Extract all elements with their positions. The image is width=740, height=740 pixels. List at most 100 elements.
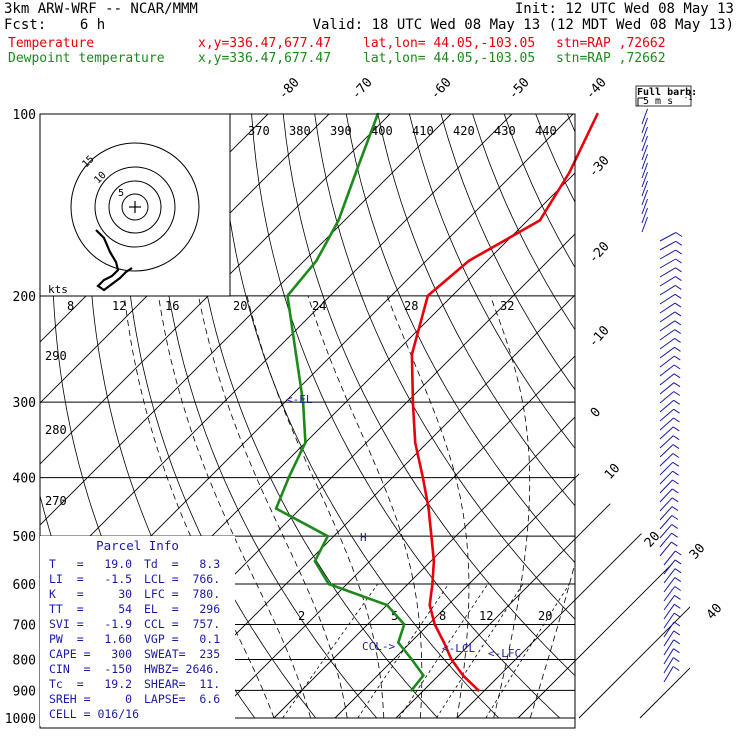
parcel-info-cell: LAPSE= 6.6 <box>144 692 221 706</box>
moist-adiabat <box>307 295 423 719</box>
series-point <box>354 171 358 174</box>
wind-barb-flag <box>673 612 681 618</box>
series-point <box>411 400 415 404</box>
parcel-info-cell: K = 30 <box>49 587 133 601</box>
isotherm-label: 20 <box>642 529 664 551</box>
wind-barb <box>663 586 676 602</box>
wind-barb-flag <box>674 559 682 565</box>
parcel-info-cell: SVI = -1.9 <box>49 617 133 631</box>
isotherm-label: 0 <box>588 405 604 421</box>
series-point <box>421 476 425 479</box>
plot-frame <box>39 113 576 729</box>
isotherm-line <box>334 114 690 719</box>
mixing-ratio-lines <box>282 583 570 719</box>
legend-dewpoint-stn: stn=RAP ,72662 <box>556 51 666 66</box>
wind-barb <box>659 276 676 287</box>
wind-barb <box>659 258 676 269</box>
wind-barb <box>659 488 673 503</box>
parcel-info-cell: CIN = -150 <box>49 662 133 676</box>
wind-barb <box>659 337 675 350</box>
series-point <box>397 641 400 644</box>
parcel-info-cell: LI = -1.5 <box>49 572 133 586</box>
wind-barb <box>641 108 648 125</box>
wind-barb <box>641 162 648 179</box>
legend-temperature: Temperature x,y=336.47,677.47 lat,lon= 44.… <box>8 36 666 51</box>
parcel-info-row: T = 19.0 Td = 8.3 <box>49 557 235 572</box>
wind-barb-flag <box>674 603 681 609</box>
dry-adiabat <box>345 114 575 564</box>
parcel-info-cell: CELL = 016/16 <box>49 707 140 721</box>
hodo-axis-label: 24 <box>312 299 326 313</box>
series-point <box>422 674 425 677</box>
parcel-info-row: Tc = 19.2 SHEAR= 11. <box>49 677 235 692</box>
series-point <box>402 623 406 626</box>
wind-barb-flag <box>672 435 680 441</box>
mixing-ratio-line <box>436 583 524 719</box>
legend-dewpoint-name: Dewpoint temperature <box>8 51 165 66</box>
series-point <box>410 658 414 661</box>
wind-barb-flag <box>674 586 681 591</box>
wind-barb-flag <box>675 276 682 282</box>
legend-temperature-name: Temperature <box>8 36 95 51</box>
pressure-label: 900 <box>13 684 36 699</box>
wind-barb-flag <box>674 302 682 308</box>
wind-barb-flag <box>673 364 681 370</box>
theta-e-label: 270 <box>45 494 67 508</box>
series-point <box>327 582 331 586</box>
wind-barb-flag <box>674 346 681 352</box>
wind-barb <box>659 240 677 251</box>
series-point <box>304 441 307 444</box>
theta-e-label: 280 <box>45 423 67 437</box>
barb-legend-title: Full barb: <box>637 87 697 98</box>
isotherm-label: -80 <box>276 75 303 102</box>
wind-barb <box>641 198 648 215</box>
wind-barb-flag <box>672 479 679 485</box>
moist-adiabat <box>529 561 575 719</box>
theta-label: 400 <box>371 124 393 138</box>
wind-barb-flag <box>671 532 678 538</box>
wind-barb <box>663 577 676 593</box>
series-point <box>427 507 430 510</box>
series-point <box>413 441 417 444</box>
series-point <box>477 689 480 692</box>
dry-adiabat <box>472 114 575 331</box>
theta-label: 420 <box>453 124 475 138</box>
series-point <box>428 603 432 607</box>
dry-adiabat <box>662 114 740 718</box>
wind-barb-flag <box>675 267 682 273</box>
wind-barb <box>659 311 676 323</box>
moist-adiabat <box>124 295 275 719</box>
dry-adiabat <box>377 114 575 507</box>
parcel-info-cell: SREH = 0 <box>49 692 133 706</box>
parcel-info-title: Parcel Info <box>96 538 179 553</box>
wind-barb-flag <box>674 577 682 583</box>
dry-adiabat <box>503 114 575 269</box>
parcel-info-row: CAPE = 300 SWEAT= 235 <box>49 647 235 662</box>
series-point <box>410 689 413 692</box>
wind-barb-flag <box>675 550 682 556</box>
wind-barb <box>659 408 674 422</box>
dry-adiabat <box>725 114 740 718</box>
wind-barb <box>659 479 673 494</box>
parcel-info-panel: Parcel Info T = 19.0 Td = 8.3 LI = -1.5 LCL… <box>40 536 235 726</box>
wind-barb <box>663 657 674 674</box>
dry-adiabat <box>694 114 740 718</box>
dry-adiabat <box>409 114 575 449</box>
theta-e-labels: 290 280 270 <box>45 349 67 508</box>
wind-barb <box>641 117 648 134</box>
wind-barb <box>659 391 675 404</box>
pressure-label: 200 <box>13 290 36 305</box>
wind-barb <box>641 216 648 233</box>
wind-barb <box>659 532 672 548</box>
wind-barb-flag <box>671 497 679 503</box>
wind-barb-flag <box>674 320 682 326</box>
theta-label: 440 <box>535 124 557 138</box>
legend-temperature-stn: stn=RAP ,72662 <box>556 36 666 51</box>
isotherm-line <box>40 114 513 719</box>
mixing-ratio-label: 12 <box>479 609 493 623</box>
h-marker: H <box>360 531 367 544</box>
series-point <box>315 259 318 263</box>
parcel-info-cell: LFC = 780. <box>144 587 221 601</box>
pressure-label: 400 <box>13 472 36 487</box>
series-point <box>442 641 446 644</box>
